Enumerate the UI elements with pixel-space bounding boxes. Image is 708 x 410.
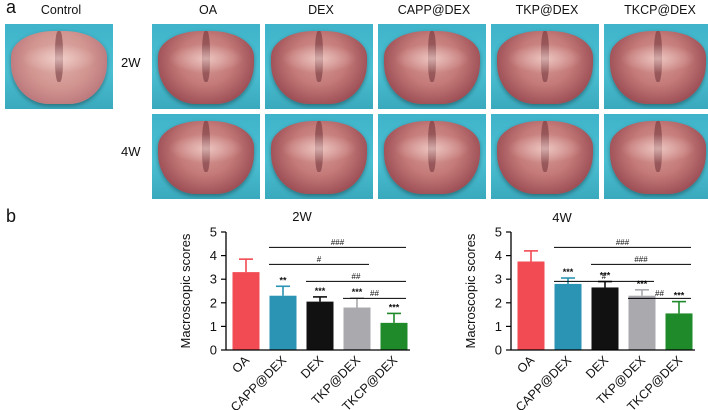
photo-4w-dex	[265, 114, 373, 199]
chart-4w-comparison-label: #	[602, 272, 607, 281]
column-label-tkp-dex: TKP@DEX	[515, 3, 579, 17]
chart-2w-title: 2W	[292, 209, 312, 224]
row-label-2w: 2W	[121, 55, 141, 70]
chart-4w-bar	[517, 261, 545, 350]
chart-4w-title: 4W	[552, 210, 572, 225]
chart-4w-comparison-label: ###	[616, 238, 630, 247]
column-label-oa: OA	[198, 3, 218, 17]
panel-label-b: b	[6, 206, 17, 226]
chart-4w-significance-star: ***	[674, 291, 685, 301]
photo-2w-dex	[265, 24, 373, 109]
chart-4w-bar	[554, 283, 582, 350]
chart-4w-y-axis-label: Macroscopic scores	[463, 233, 478, 348]
column-label-dex: DEX	[308, 3, 334, 17]
column-label-tkcp-dex: TKCP@DEX	[624, 3, 696, 17]
chart-4w-significance-star: ***	[563, 267, 574, 277]
control-photo	[5, 24, 113, 109]
chart-4w-y-tick-label: 4	[495, 248, 502, 263]
chart-4w-bar	[665, 313, 693, 350]
chart-4w-category-label: OA	[514, 353, 537, 376]
chart-4w-bar	[628, 295, 656, 350]
row-label-4w: 4W	[121, 144, 141, 159]
chart-2w-significance-star: ***	[389, 302, 400, 312]
chart-2w-bar	[306, 301, 334, 350]
chart-4w-category-label: DEX	[583, 353, 612, 382]
chart-2w-bar	[269, 295, 297, 350]
chart-2w-bar	[232, 272, 260, 350]
chart-4w-y-tick-label: 0	[495, 343, 502, 358]
chart-4w-significance-star: ***	[600, 271, 611, 281]
chart-2w-bar	[343, 307, 371, 350]
photo-2w-tkp-dex	[491, 24, 599, 109]
chart-2w-y-tick-label: 0	[210, 343, 217, 358]
chart-4w-bar	[591, 287, 619, 350]
photo-4w-tkcp-dex	[604, 114, 708, 199]
chart-4w-comparison-label: ##	[655, 289, 664, 298]
photo-4w-tkp-dex	[491, 114, 599, 199]
photo-2w-tkcp-dex	[604, 24, 708, 109]
chart-4w-significance-star: ***	[637, 279, 648, 289]
chart-2w-bar	[380, 322, 408, 350]
photo-4w-oa	[152, 114, 260, 199]
photo-2w-capp-dex	[378, 24, 486, 109]
photo-4w-capp-dex	[378, 114, 486, 199]
chart-4w-y-tick-label: 3	[495, 272, 502, 287]
chart-2w-comparison-label: ##	[352, 272, 361, 281]
column-label-capp-dex: CAPP@DEX	[397, 3, 471, 17]
chart-2w-y-tick-label: 3	[210, 272, 217, 287]
chart-2w-significance-star: ***	[315, 286, 326, 296]
chart-2w-y-axis-label: Macroscopic scores	[178, 233, 193, 348]
chart-4w-y-tick-label: 2	[495, 295, 502, 310]
chart-2w-y-tick-label: 5	[210, 225, 217, 240]
chart-2w-y-tick-label: 4	[210, 248, 217, 263]
chart-2w-category-label: OA	[229, 353, 252, 376]
panel-label-a: a	[6, 0, 17, 17]
chart-2w-comparison-label: ##	[370, 289, 379, 298]
control-label: Control	[40, 3, 82, 17]
chart-2w-significance-star: **	[279, 275, 287, 285]
chart-2w-category-label: DEX	[298, 353, 327, 382]
chart-4w-y-tick-label: 5	[495, 225, 502, 240]
chart-4w-y-tick-label: 1	[495, 319, 502, 334]
chart-2w-comparison-label: ###	[331, 238, 345, 247]
chart-2w-comparison-label: #	[317, 255, 322, 264]
chart-2w-y-tick-label: 1	[210, 319, 217, 334]
chart-2w-y-tick-label: 2	[210, 295, 217, 310]
chart-4w-comparison-label: ###	[634, 255, 648, 264]
chart-2w-significance-star: ***	[352, 287, 363, 297]
photo-2w-oa	[152, 24, 260, 109]
